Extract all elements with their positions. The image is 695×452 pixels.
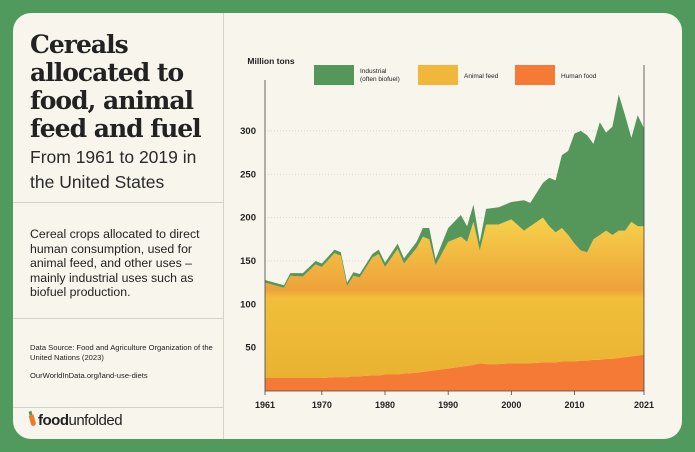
logo-rest: unfolded — [68, 412, 123, 429]
x-tick-label: 1980 — [375, 400, 395, 410]
data-source: Data Source: Food and Agriculture Organi… — [30, 343, 213, 362]
foodunfolded-logo: foodunfolded — [28, 412, 123, 429]
x-tick-label: 1970 — [312, 400, 332, 410]
x-tick-label: 2010 — [565, 400, 585, 410]
x-tick-label: 2000 — [501, 400, 521, 410]
x-tick-label: 2021 — [634, 400, 654, 410]
y-tick-label: 50 — [245, 343, 256, 354]
page-title: Cereals allocated to food, animal feed a… — [30, 30, 202, 143]
y-tick-label: 300 — [240, 126, 256, 137]
logo-bold: food — [38, 412, 69, 429]
description: Cereal crops allocated to direct human c… — [30, 227, 200, 300]
y-tick-label: 150 — [240, 256, 256, 267]
legend-swatch — [418, 65, 458, 85]
industrial-area — [265, 94, 644, 288]
y-tick-label: 200 — [240, 213, 256, 224]
divider — [13, 407, 223, 408]
legend-label-line: Industrial — [360, 68, 387, 75]
info-panel: Cereals allocated to food, animal feed a… — [13, 13, 224, 439]
divider — [13, 202, 223, 203]
human-food-area — [265, 354, 644, 391]
page-subtitle: From 1961 to 2019 in the United States — [30, 147, 197, 192]
legend-label: Animal feed — [464, 73, 499, 80]
legend-label-line: (often biofuel) — [360, 76, 400, 83]
x-tick-label: 1961 — [255, 400, 275, 410]
legend-swatch — [515, 65, 555, 85]
y-axis-label: Million tons — [247, 56, 294, 66]
x-tick-label: 1990 — [438, 400, 458, 410]
legend-label: Human food — [561, 73, 597, 80]
animal-feed-area — [265, 217, 644, 378]
y-tick-label: 100 — [240, 299, 256, 310]
legend-label: Industrial (often biofuel) — [360, 68, 400, 83]
legend-item: Industrial (often biofuel) — [314, 65, 400, 85]
legend-item: Animal feed — [418, 65, 499, 85]
divider — [13, 318, 223, 319]
y-tick-label: 250 — [240, 169, 256, 180]
legend-swatch — [314, 65, 354, 85]
y-axis-label-text: Million tons — [247, 56, 294, 66]
legend-item: Human food — [515, 65, 597, 85]
source-link[interactable]: OurWorldInData.org/land-use-diets — [30, 371, 148, 380]
